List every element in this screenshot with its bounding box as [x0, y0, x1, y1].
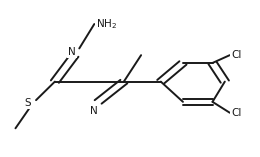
Text: N: N [90, 106, 98, 116]
Text: S: S [25, 98, 31, 108]
Text: Cl: Cl [231, 50, 241, 60]
Text: NH$_2$: NH$_2$ [96, 17, 118, 31]
Text: N: N [68, 47, 76, 57]
Text: Cl: Cl [231, 108, 241, 118]
